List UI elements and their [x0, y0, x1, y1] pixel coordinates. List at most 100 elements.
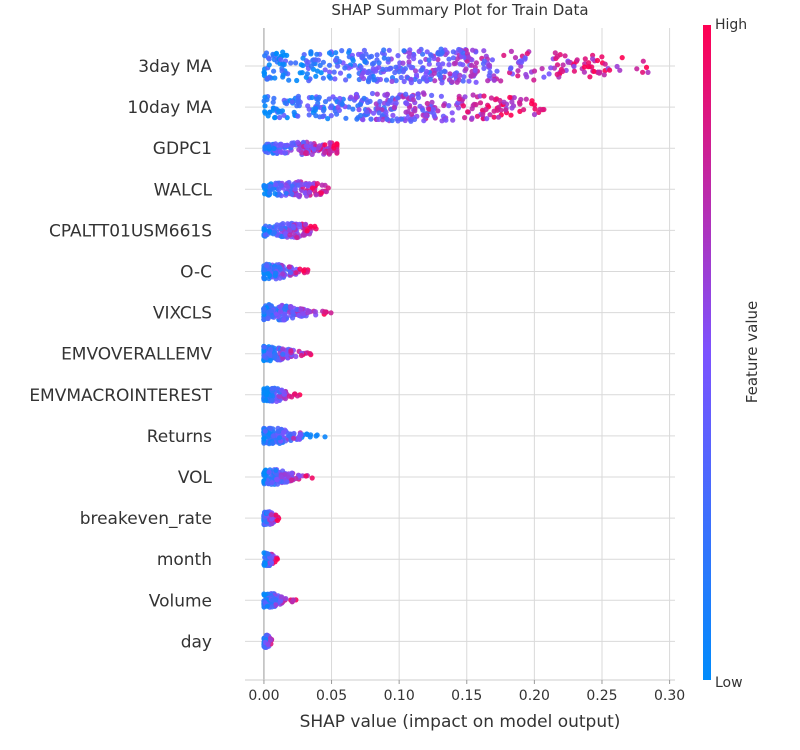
shap-point [617, 67, 623, 73]
shap-point [290, 597, 297, 603]
shap-point [280, 346, 286, 352]
shap-point [280, 351, 286, 357]
shap-point [406, 59, 412, 65]
shap-point [281, 390, 287, 396]
feature-label: O-C [180, 263, 212, 283]
shap-point [457, 47, 463, 53]
shap-point [492, 97, 498, 103]
shap-point [446, 62, 452, 68]
shap-point [457, 72, 463, 78]
shap-point [426, 57, 432, 63]
shap-point [279, 594, 285, 600]
shap-point [273, 141, 279, 147]
shap-point [412, 68, 419, 74]
shap-point [268, 425, 274, 431]
shap-point [494, 68, 500, 74]
shap-point [428, 53, 434, 59]
shap-point [412, 76, 418, 82]
shap-point [484, 116, 490, 122]
shap-point [263, 397, 269, 403]
shap-point [509, 105, 515, 111]
shap-point [643, 64, 650, 70]
shap-point [398, 116, 405, 122]
shap-point [495, 114, 502, 120]
shap-point [424, 49, 430, 55]
shap-point [393, 64, 399, 70]
shap-point [332, 57, 339, 64]
shap-point [440, 61, 446, 67]
shap-point [294, 307, 300, 313]
shap-point [590, 52, 596, 58]
shap-point [293, 60, 299, 66]
shap-point [375, 106, 381, 112]
shap-point [473, 60, 479, 66]
shap-point [369, 90, 376, 97]
shap-point [299, 181, 305, 187]
shap-point [317, 114, 323, 120]
shap-point [461, 74, 467, 80]
shap-point [304, 228, 310, 234]
shap-point [405, 109, 411, 115]
shap-point [274, 476, 280, 483]
shap-point [277, 275, 283, 281]
shap-point [498, 107, 504, 113]
shap-point [318, 190, 324, 196]
shap-point [582, 56, 588, 62]
feature-label: GDPC1 [153, 139, 212, 159]
shap-point [390, 112, 396, 118]
shap-point [305, 59, 311, 65]
shap-point [262, 428, 268, 434]
shap-point [481, 48, 487, 54]
shap-point [450, 55, 456, 61]
shap-point [516, 59, 522, 65]
shap-point [265, 315, 271, 322]
shap-point [335, 63, 341, 69]
shap-point [276, 191, 282, 197]
shap-point [268, 559, 274, 565]
shap-point [404, 101, 410, 107]
shap-point [411, 56, 417, 62]
shap-point [284, 479, 290, 485]
shap-point [400, 60, 406, 66]
shap-point [395, 53, 401, 59]
shap-point [327, 148, 333, 154]
shap-point [634, 66, 640, 72]
shap-point [312, 105, 319, 112]
shap-point [287, 232, 293, 238]
shap-point [468, 73, 474, 79]
shap-point [386, 47, 392, 53]
shap-point [263, 183, 269, 189]
shap-point [310, 181, 316, 187]
shap-point [325, 185, 331, 191]
shap-point [303, 150, 309, 156]
shap-point [548, 65, 554, 71]
shap-point [325, 116, 331, 122]
shap-point [346, 73, 352, 79]
shap-point [291, 109, 297, 115]
feature-label: 10day MA [127, 98, 212, 118]
shap-point [339, 101, 345, 107]
shap-point [326, 50, 333, 56]
shap-point [278, 474, 284, 480]
shap-point [268, 637, 274, 643]
shap-point [614, 63, 620, 70]
shap-point [314, 96, 320, 102]
shap-point [269, 604, 275, 610]
x-tick-label: 0.20 [519, 688, 550, 704]
shap-point [277, 309, 284, 315]
shap-point [276, 393, 282, 399]
shap-point [537, 106, 543, 112]
shap-point [367, 75, 373, 81]
shap-point [305, 183, 311, 189]
shap-point [424, 100, 430, 107]
shap-point [441, 68, 447, 74]
shap-point [280, 271, 286, 277]
shap-point [381, 51, 387, 57]
shap-point [410, 97, 416, 103]
shap-point [274, 481, 281, 487]
shap-point [322, 67, 328, 73]
shap-point [473, 79, 479, 85]
shap-point [272, 75, 278, 81]
shap-point [267, 224, 274, 230]
shap-point [361, 47, 367, 53]
